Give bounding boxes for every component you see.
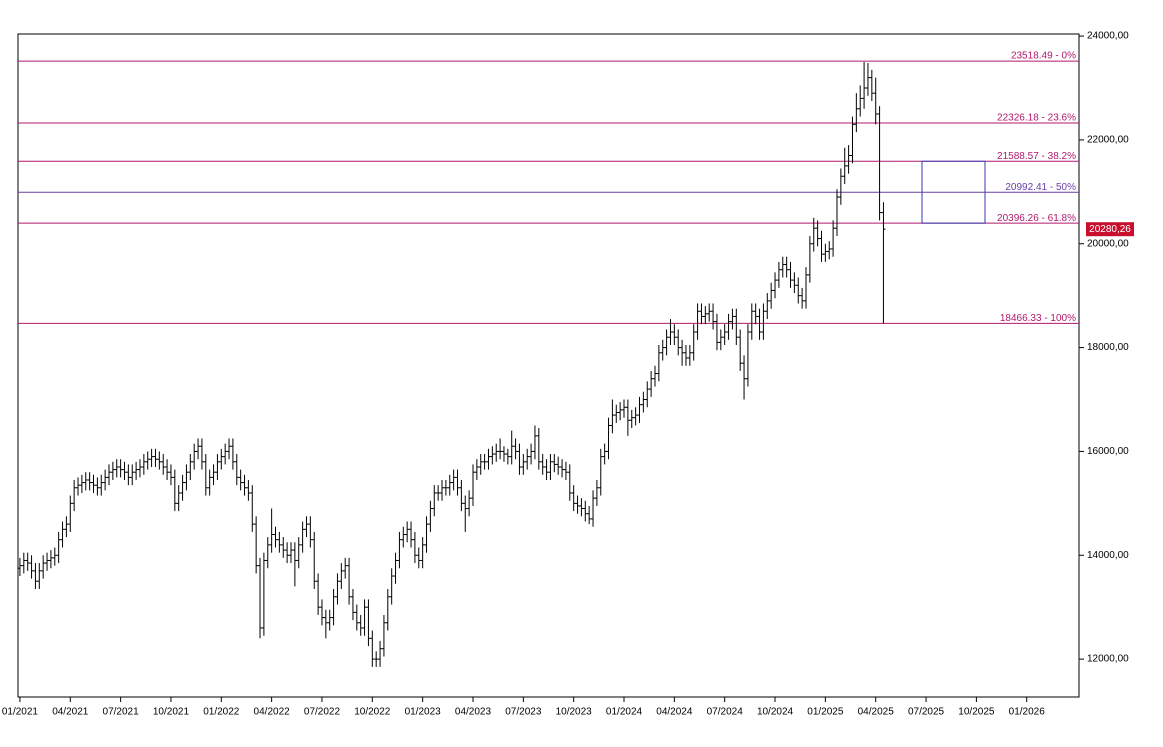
y-tick-label: 24000,00 [1087, 31, 1129, 42]
y-tick-label: 22000,00 [1087, 135, 1129, 146]
fib-label: 20396.26 - 61.8% [997, 213, 1076, 224]
fib-label: 23518.49 - 0% [1011, 51, 1076, 62]
x-tick-label: 04/2021 [52, 707, 89, 718]
fib-label: 18466.33 - 100% [1000, 313, 1076, 324]
x-tick-label: 10/2022 [354, 707, 391, 718]
x-tick-label: 01/2025 [807, 707, 844, 718]
x-tick-label: 01/2021 [2, 707, 39, 718]
x-tick-label: 10/2025 [958, 707, 995, 718]
zone-box [921, 160, 986, 224]
x-tick-label: 07/2022 [304, 707, 341, 718]
y-tick-label: 16000,00 [1087, 446, 1129, 457]
x-tick-label: 10/2021 [153, 707, 190, 718]
y-tick-label: 18000,00 [1087, 342, 1129, 353]
x-tick-label: 04/2023 [455, 707, 492, 718]
x-tick-label: 07/2024 [707, 707, 744, 718]
y-tick-label: 12000,00 [1087, 654, 1129, 665]
x-tick-label: 10/2024 [757, 707, 794, 718]
x-tick-label: 01/2026 [1009, 707, 1046, 718]
y-tick-label: 20000,00 [1087, 238, 1129, 249]
x-tick-label: 04/2022 [254, 707, 291, 718]
fib-label: 20992.41 - 50% [1005, 182, 1076, 193]
last-price-label: 20280,26 [1089, 224, 1131, 235]
plot-frame [17, 33, 1080, 698]
x-tick-label: 04/2024 [656, 707, 693, 718]
x-tick-label: 07/2023 [505, 707, 542, 718]
x-tick-label: 01/2022 [203, 707, 240, 718]
y-tick-label: 14000,00 [1087, 550, 1129, 561]
x-tick-label: 01/2023 [405, 707, 442, 718]
last-price-tag [1086, 222, 1134, 237]
fib-label: 21588.57 - 38.2% [997, 151, 1076, 162]
fib-label: 22326.18 - 23.6% [997, 113, 1076, 124]
x-tick-label: 10/2023 [556, 707, 593, 718]
x-tick-label: 04/2025 [858, 707, 895, 718]
x-tick-label: 01/2024 [606, 707, 643, 718]
x-tick-label: 07/2025 [908, 707, 945, 718]
x-tick-label: 07/2021 [103, 707, 140, 718]
